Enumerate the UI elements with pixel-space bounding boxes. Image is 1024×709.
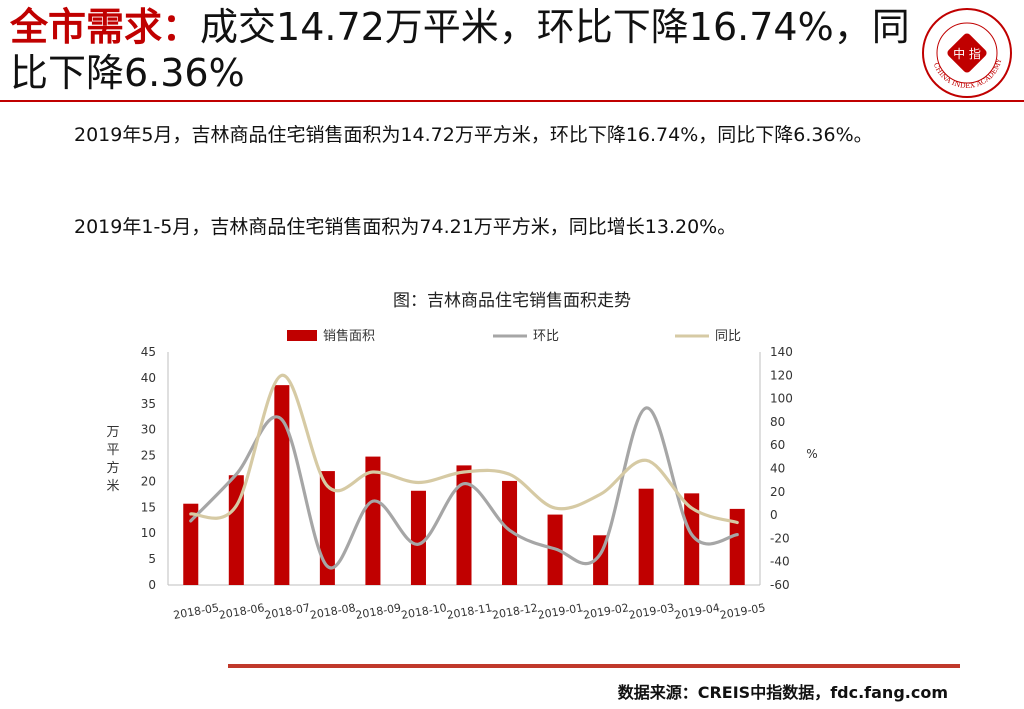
y-tick-label: 5	[148, 552, 156, 566]
paragraph-1: 2019年5月，吉林商品住宅销售面积为14.72万平方米，环比下降16.74%，…	[74, 124, 873, 146]
y-axis-label: 万	[106, 425, 119, 440]
bar	[228, 475, 244, 585]
data-source: 数据来源：CREIS中指数据，fdc.fang.com	[617, 683, 948, 702]
y2-tick-label: 40	[770, 462, 785, 476]
y2-tick-label: -40	[770, 555, 790, 569]
legend-label-yoy: 同比	[715, 329, 741, 344]
x-tick-label: 2018-06	[218, 601, 266, 622]
y2-tick-label: 100	[770, 392, 793, 406]
y-tick-label: 35	[141, 397, 156, 411]
legend-label-area: 销售面积	[323, 328, 375, 344]
y2-tick-label: 120	[770, 368, 793, 382]
x-tick-label: 2018-09	[355, 601, 403, 622]
mom-series-line	[189, 406, 739, 570]
bar	[319, 471, 335, 585]
y-axis-label: 方	[106, 460, 119, 476]
y-tick-label: 30	[141, 423, 156, 437]
y-tick-label: 20	[141, 474, 156, 488]
x-tick-label: 2019-02	[582, 601, 630, 622]
title-highlight: 全市需求：	[10, 5, 201, 49]
x-tick-label: 2018-05	[172, 601, 220, 622]
y-axis-label: 米	[106, 479, 119, 494]
y-axis-label: 平	[106, 443, 119, 458]
x-tick-label: 2018-07	[263, 601, 311, 622]
y2-tick-label: 20	[770, 485, 785, 499]
legend-label-mom: 环比	[533, 329, 559, 344]
y-tick-label: 25	[141, 449, 156, 463]
y-tick-label: 0	[148, 578, 156, 592]
y-tick-label: 40	[141, 371, 156, 385]
bar	[638, 488, 654, 585]
x-tick-label: 2019-04	[673, 601, 721, 622]
china-index-academy-logo: 中 指 CHINA INDEX ACADEMY	[920, 6, 1014, 100]
x-tick-label: 2018-12	[491, 601, 539, 622]
paragraph-2: 2019年1-5月，吉林商品住宅销售面积为74.21万平方米，同比增长13.20…	[74, 216, 737, 238]
y2-tick-label: 80	[770, 415, 785, 429]
logo-center-text: 中 指	[953, 46, 981, 61]
legend-swatch-area	[287, 330, 317, 341]
y2-tick-label: 140	[770, 345, 793, 359]
y-tick-label: 15	[141, 500, 156, 514]
y2-tick-label: 0	[770, 508, 778, 522]
x-tick-label: 2019-05	[719, 601, 767, 622]
y-tick-label: 10	[141, 526, 156, 540]
bar	[456, 465, 472, 585]
bar	[729, 508, 745, 585]
chart-title: 图：吉林商品住宅销售面积走势	[393, 291, 631, 311]
bar	[502, 480, 518, 585]
x-tick-label: 2018-11	[446, 601, 494, 622]
x-tick-label: 2019-01	[537, 601, 585, 622]
header-divider	[0, 100, 1024, 102]
y2-tick-label: -20	[770, 531, 790, 545]
bar	[274, 385, 290, 585]
bar	[684, 493, 700, 585]
footer-divider	[228, 664, 960, 668]
y-tick-label: 45	[141, 345, 156, 359]
x-tick-label: 2019-03	[628, 601, 676, 622]
x-tick-label: 2018-08	[309, 601, 357, 622]
title-text: 成交14.72万平米，环比下降16.74%，同比下降6.36%	[10, 5, 910, 95]
y2-tick-label: 60	[770, 438, 785, 452]
yoy-series-line	[189, 373, 739, 525]
bar	[365, 456, 381, 585]
x-tick-label: 2018-10	[400, 601, 448, 622]
y2-axis-label: %	[806, 447, 817, 461]
y2-tick-label: -60	[770, 578, 790, 592]
bar	[410, 490, 426, 585]
area-trend-chart: 0 5 10 15 20 25 30 35 40 45 -60 -40 -20 0 20 40 60 80 100 1…	[106, 328, 817, 622]
bar	[183, 503, 199, 585]
page-title: 全市需求：成交14.72万平米，环比下降16.74%，同比下降6.36%	[10, 4, 910, 96]
